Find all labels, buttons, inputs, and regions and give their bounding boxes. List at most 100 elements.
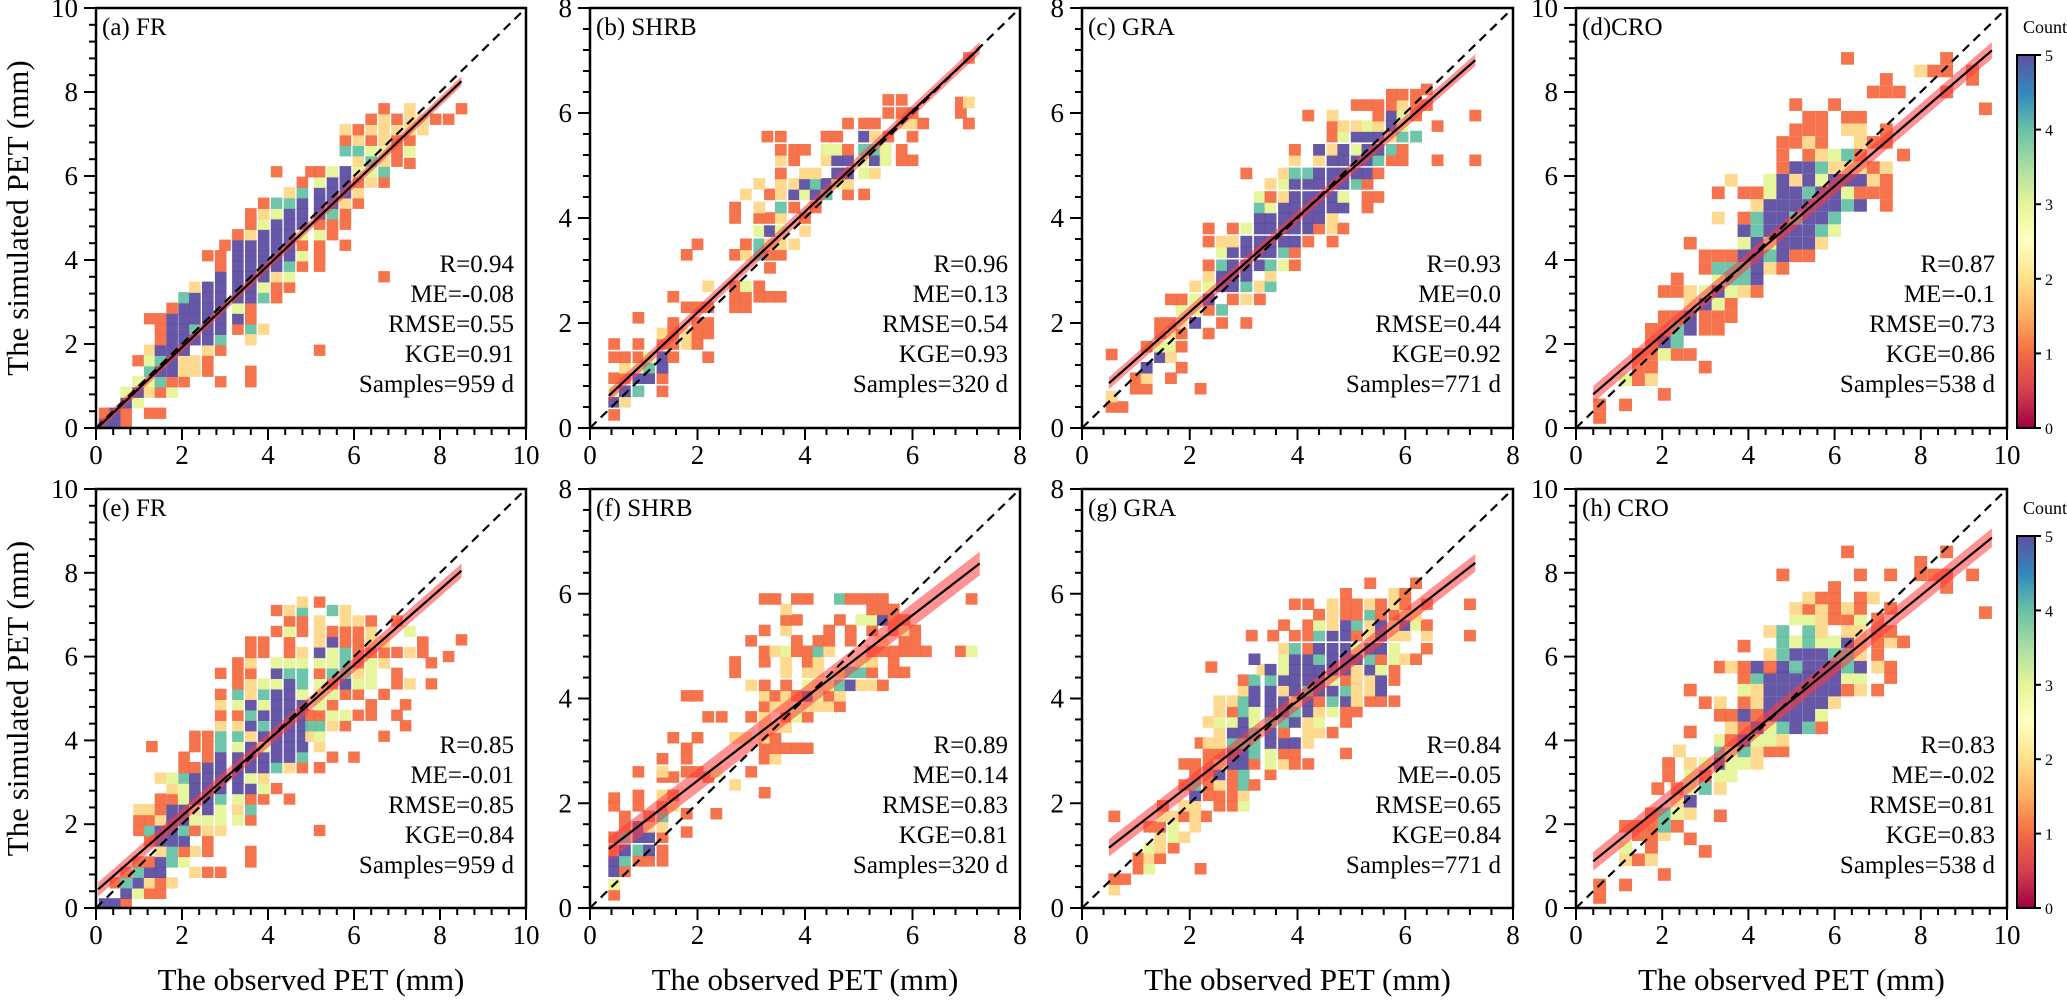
heatmap-cell bbox=[257, 292, 270, 304]
heatmap-cell bbox=[296, 208, 309, 220]
heatmap-cell bbox=[1288, 716, 1301, 728]
heatmap-cell bbox=[656, 789, 669, 802]
heatmap-cell bbox=[166, 772, 178, 784]
heatmap-cell bbox=[1278, 643, 1290, 655]
y-tick-label: 8 bbox=[1051, 0, 1065, 23]
heatmap-cell bbox=[154, 803, 167, 816]
x-tick-label: 0 bbox=[89, 920, 103, 950]
heatmap-cell bbox=[1350, 99, 1363, 111]
heatmap-cell bbox=[296, 657, 309, 669]
stat-rmse: RMSE=0.83 bbox=[882, 792, 1008, 819]
heatmap-cell bbox=[296, 260, 309, 272]
y-tick-label: 0 bbox=[1051, 893, 1065, 923]
regression-line bbox=[608, 47, 981, 397]
heatmap-cell bbox=[1326, 619, 1339, 631]
heatmap-cell bbox=[1245, 629, 1258, 642]
heatmap-cell bbox=[154, 793, 167, 805]
heatmap-cell bbox=[1340, 695, 1352, 707]
stat-samples: Samples=771 d bbox=[1346, 852, 1502, 879]
heatmap-cell bbox=[1828, 612, 1841, 626]
heatmap-cell bbox=[769, 700, 782, 713]
heatmap-cell bbox=[1302, 643, 1315, 655]
heatmap-cell bbox=[283, 625, 296, 638]
heatmap-cell bbox=[283, 250, 296, 262]
heatmap-cell bbox=[729, 779, 741, 791]
heatmap-cell bbox=[339, 134, 352, 146]
y-tick-label: 8 bbox=[65, 558, 79, 588]
heatmap-cell bbox=[632, 312, 645, 324]
heatmap-cell bbox=[1854, 568, 1867, 582]
heatmap-cell bbox=[758, 645, 771, 658]
heatmap-cell bbox=[729, 732, 741, 744]
heatmap-cell bbox=[257, 782, 270, 795]
heatmap-cell bbox=[758, 753, 771, 765]
heatmap-cell bbox=[365, 657, 377, 669]
heatmap-cell bbox=[202, 355, 214, 367]
heatmap-cell bbox=[1815, 110, 1829, 124]
heatmap-cell bbox=[1375, 653, 1387, 665]
heatmap-cell bbox=[1278, 758, 1290, 770]
heatmap-cell bbox=[1350, 674, 1363, 686]
heatmap-cell bbox=[1340, 608, 1352, 621]
heatmap-cell bbox=[1815, 148, 1829, 162]
heatmap-cell bbox=[1879, 73, 1893, 86]
heatmap-cell bbox=[1213, 737, 1226, 749]
heatmap-cell bbox=[898, 645, 911, 658]
heatmap-cell bbox=[608, 338, 621, 350]
heatmap-cell bbox=[166, 386, 178, 398]
heatmap-cell bbox=[1253, 235, 1266, 248]
heatmap-cell bbox=[866, 593, 879, 605]
heatmap-cell bbox=[352, 197, 365, 209]
heatmap-cell bbox=[326, 176, 339, 188]
panel-label: (d)CRO bbox=[1582, 14, 1663, 41]
heatmap-cell bbox=[1711, 297, 1725, 311]
heatmap-cell bbox=[774, 144, 787, 156]
y-tick-label: 8 bbox=[1051, 474, 1065, 504]
heatmap-cell bbox=[1737, 671, 1751, 684]
y-tick-label: 10 bbox=[1531, 474, 1558, 504]
heatmap-cell bbox=[1278, 663, 1290, 676]
heatmap-cell bbox=[326, 688, 339, 700]
heatmap-cell bbox=[1789, 249, 1803, 263]
heatmap-cell bbox=[1364, 653, 1377, 665]
heatmap-cell bbox=[178, 292, 190, 304]
one-to-one-line bbox=[95, 7, 527, 429]
heatmap-cell bbox=[1302, 674, 1315, 686]
heatmap-cell bbox=[1140, 372, 1153, 384]
heatmap-cell bbox=[1396, 88, 1409, 101]
heatmap-cell bbox=[1226, 705, 1239, 718]
y-tick-label: 10 bbox=[1531, 0, 1558, 23]
heatmap-cell bbox=[1713, 734, 1727, 747]
heatmap-cell bbox=[1226, 235, 1239, 248]
heatmap-cell bbox=[680, 766, 693, 778]
panel-label: (e) FR bbox=[102, 495, 167, 522]
stat-me: ME=0.13 bbox=[913, 281, 1008, 308]
heatmap-cell bbox=[326, 709, 339, 721]
x-tick-label: 2 bbox=[1655, 440, 1669, 470]
heatmap-cell bbox=[417, 646, 429, 659]
x-tick-label: 2 bbox=[1183, 920, 1197, 950]
heatmap-cell bbox=[753, 178, 766, 190]
heatmap-cell bbox=[232, 239, 244, 251]
heatmap-cell bbox=[1350, 684, 1363, 697]
heatmap-cell bbox=[691, 338, 704, 350]
heatmap-cell bbox=[882, 94, 895, 106]
heatmap-cell bbox=[1216, 235, 1228, 248]
heatmap-cell bbox=[799, 144, 811, 156]
heatmap-cell bbox=[1248, 653, 1261, 665]
heatmap-cell bbox=[1364, 629, 1377, 642]
heatmap-cell bbox=[257, 271, 270, 283]
heatmap-cell bbox=[710, 808, 723, 820]
heatmap-cell bbox=[1278, 737, 1290, 749]
heatmap-cell bbox=[1750, 199, 1764, 212]
heatmap-cell bbox=[780, 666, 793, 679]
heatmap-cell bbox=[270, 281, 283, 293]
heatmap-cell bbox=[1737, 285, 1751, 298]
heatmap-cell bbox=[1789, 671, 1803, 684]
heatmap-cell bbox=[619, 844, 631, 857]
heatmap-cell bbox=[1326, 695, 1339, 707]
heatmap-cell bbox=[842, 178, 854, 190]
heatmap-cell bbox=[909, 635, 922, 647]
heatmap-cell bbox=[1372, 99, 1385, 111]
heatmap-cell bbox=[1854, 136, 1867, 149]
